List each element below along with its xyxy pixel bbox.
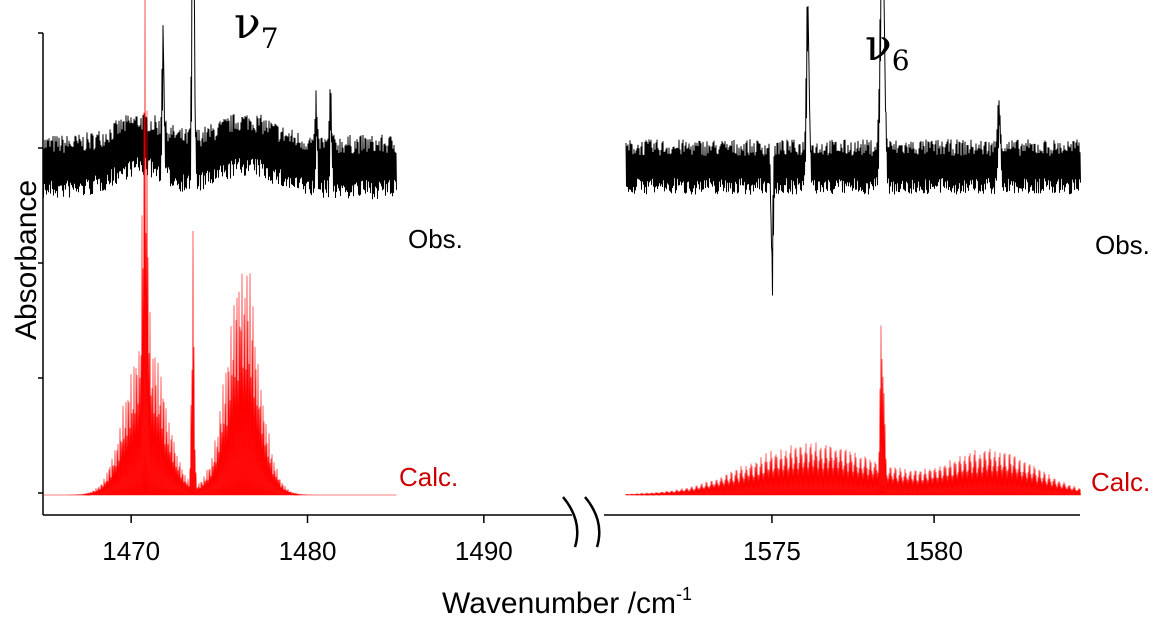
y-axis-title: Absorbance <box>10 180 43 340</box>
obs-label-left: Obs. <box>408 224 463 254</box>
band-label-nu6: ν6 <box>865 20 910 77</box>
series-calc-panel-1 <box>43 0 397 497</box>
plot-area <box>42 0 1081 497</box>
x-tick-label: 1490 <box>455 536 513 566</box>
series-calc-panel-2 <box>625 325 1081 497</box>
axis-break-marker <box>562 496 601 548</box>
x-axis-title: Wavenumber /cm-1 <box>442 584 692 617</box>
x-tick-labels: 1470 1480 1490 1575 1580 <box>102 515 963 566</box>
y-axis-ticks <box>38 32 43 494</box>
x-tick-label: 1480 <box>279 536 337 566</box>
series-obs-panel-1 <box>42 0 397 200</box>
calc-label-left: Calc. <box>399 462 458 492</box>
obs-label-right: Obs. <box>1095 230 1150 260</box>
x-tick-label: 1575 <box>743 536 801 566</box>
calc-label-right: Calc. <box>1091 467 1150 497</box>
x-tick-label: 1470 <box>102 536 160 566</box>
band-label-nu7: ν7 <box>234 0 279 55</box>
series-obs-panel-2 <box>625 0 1081 296</box>
x-tick-label: 1580 <box>905 536 963 566</box>
